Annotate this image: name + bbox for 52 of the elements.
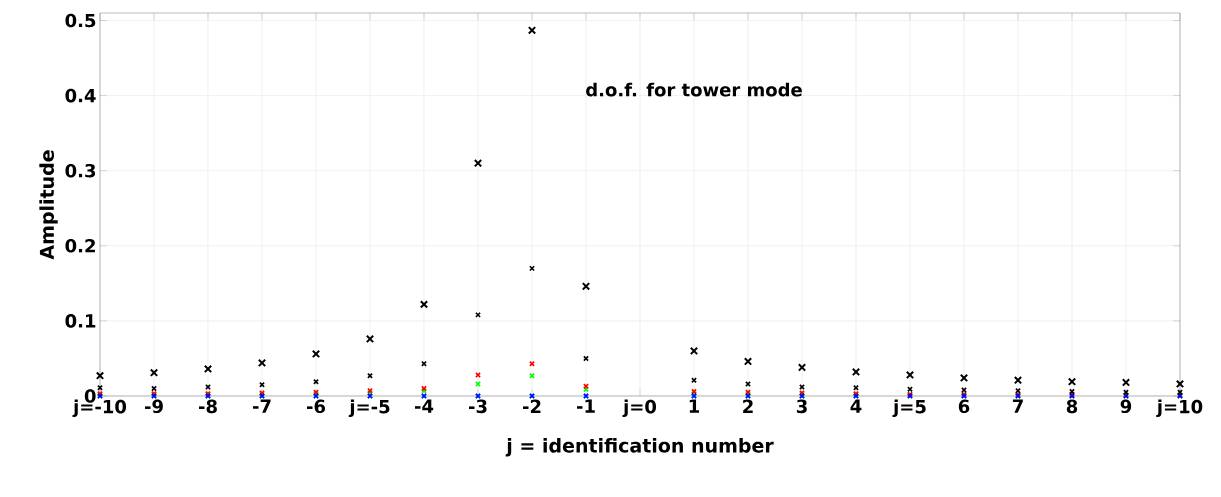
point xyxy=(961,387,967,393)
x-tick-label: 7 xyxy=(1012,399,1023,413)
point xyxy=(689,346,699,356)
point xyxy=(475,372,481,378)
point xyxy=(1175,379,1185,389)
x-tick-label: -3 xyxy=(468,399,487,414)
x-tick-label: 8 xyxy=(1066,399,1078,414)
point xyxy=(745,381,751,387)
annotation: d.o.f. for tower mode xyxy=(586,82,802,97)
x-axis-title: j = identification number xyxy=(505,437,774,457)
point xyxy=(475,311,481,318)
x-tick-label: 1 xyxy=(689,399,700,413)
x-tick-label: j=5 xyxy=(892,399,926,418)
y-tick-label: 0.3 xyxy=(65,163,96,178)
point xyxy=(905,370,915,380)
x-tick-label: -9 xyxy=(144,399,163,414)
point xyxy=(851,367,861,377)
x-tick-label: -6 xyxy=(306,399,326,414)
point xyxy=(1013,376,1023,385)
point xyxy=(95,371,105,380)
x-tick-label: j=-5 xyxy=(348,399,390,418)
point xyxy=(581,282,591,291)
x-tick-label: 2 xyxy=(743,399,753,413)
x-tick-label: 4 xyxy=(850,399,862,413)
point xyxy=(205,384,211,390)
x-tick-label: -7 xyxy=(252,399,271,413)
x-tick-label: 9 xyxy=(1120,399,1132,414)
point xyxy=(149,368,159,377)
point xyxy=(257,358,267,368)
point xyxy=(419,300,429,309)
x-tick-label: j=0 xyxy=(622,399,657,418)
x-tick-label: -4 xyxy=(414,399,434,413)
point xyxy=(527,26,537,35)
x-tick-label: -8 xyxy=(198,399,217,414)
point xyxy=(311,349,321,359)
point xyxy=(799,384,805,390)
point xyxy=(959,373,969,383)
x-tick-label: -1 xyxy=(576,399,595,413)
point xyxy=(1067,377,1077,386)
point xyxy=(365,334,375,344)
x-tick-label: 6 xyxy=(958,399,970,414)
point xyxy=(475,381,481,387)
y-tick-label: 0.1 xyxy=(65,314,96,328)
y-axis-title: Amplitude xyxy=(39,150,58,260)
x-tick-label: 3 xyxy=(796,399,807,414)
point xyxy=(473,159,483,168)
x-tick-label: -2 xyxy=(522,399,541,413)
x-tick-label: j=10 xyxy=(1156,399,1203,418)
y-tick-label: 0.4 xyxy=(65,88,96,103)
y-tick-label: 0.5 xyxy=(65,13,96,28)
point xyxy=(203,364,213,374)
y-tick-label: 0.2 xyxy=(65,238,95,253)
